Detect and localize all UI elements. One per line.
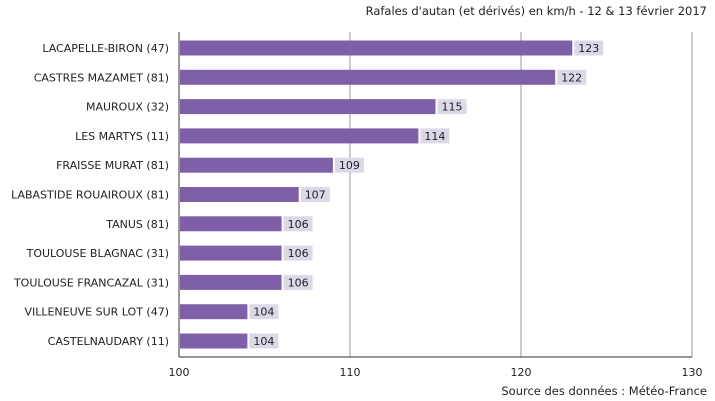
- data-label-background: [300, 187, 330, 202]
- x-tick-label: 100: [169, 366, 190, 379]
- data-label: 122: [561, 71, 582, 84]
- data-label-background: [334, 157, 364, 173]
- category-label: LACAPELLE-BIRON (47): [42, 42, 169, 55]
- bar: [180, 333, 248, 349]
- bar: [180, 99, 436, 115]
- data-label: 106: [288, 218, 309, 231]
- data-label: 107: [305, 189, 326, 202]
- bar: [180, 40, 573, 56]
- bar: [180, 274, 282, 290]
- category-label: MAUROUX (32): [86, 101, 169, 114]
- category-label: TANUS (81): [105, 218, 169, 231]
- category-label: VILLENEUVE SUR LOT (47): [24, 306, 169, 319]
- bar: [180, 157, 333, 173]
- bar: [180, 245, 282, 261]
- data-label: 106: [288, 276, 309, 289]
- data-label-background: [283, 245, 313, 261]
- data-label-background: [557, 69, 587, 85]
- x-tick-label: 110: [340, 366, 361, 379]
- category-label: CASTRES MAZAMET (81): [34, 71, 169, 84]
- bar: [180, 216, 282, 232]
- bar: [180, 304, 248, 320]
- category-label: CASTELNAUDARY (11): [48, 335, 169, 348]
- category-label: LABASTIDE ROUAIROUX (81): [11, 189, 169, 202]
- source-note: Source des données : Météo-France: [501, 384, 707, 398]
- x-tick-label: 120: [511, 366, 532, 379]
- bar: [180, 69, 556, 85]
- category-label: LES MARTYS (11): [75, 130, 169, 143]
- bar: [180, 128, 419, 144]
- data-label-background: [574, 40, 604, 56]
- chart-title: Rafales d'autan (et dérivés) en km/h - 1…: [365, 4, 707, 18]
- data-label-background: [249, 333, 279, 349]
- category-label: FRAISSE MURAT (81): [56, 159, 169, 172]
- data-label: 114: [424, 130, 445, 143]
- data-label: 115: [442, 101, 463, 114]
- x-tick-label: 130: [682, 366, 703, 379]
- data-label-background: [283, 274, 313, 290]
- data-label-background: [283, 216, 313, 232]
- data-label-background: [437, 99, 467, 115]
- data-label: 123: [578, 42, 599, 55]
- category-label: TOULOUSE FRANCAZAL (31): [13, 276, 169, 289]
- data-label: 106: [288, 247, 309, 260]
- category-label: TOULOUSE BLAGNAC (31): [26, 247, 169, 260]
- bar: [180, 187, 299, 202]
- data-label-background: [420, 128, 450, 144]
- data-label: 104: [253, 335, 274, 348]
- data-label-background: [249, 304, 279, 320]
- data-label: 104: [253, 306, 274, 319]
- data-label: 109: [339, 159, 360, 172]
